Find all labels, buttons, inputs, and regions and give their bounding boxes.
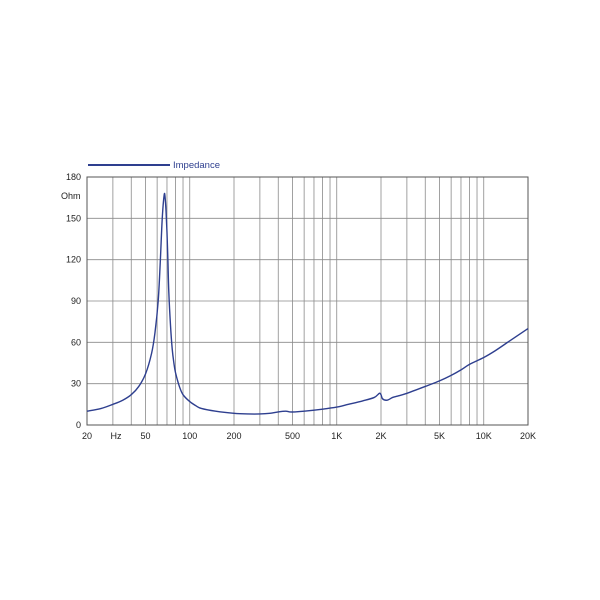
- y-tick-label: 120: [66, 255, 81, 265]
- x-tick-label: 500: [285, 431, 300, 441]
- y-tick-label: 30: [71, 379, 81, 389]
- x-tick-label: 200: [226, 431, 241, 441]
- grid-layer: [87, 177, 528, 425]
- x-tick-label: 50: [140, 431, 150, 441]
- y-tick-label: 150: [66, 213, 81, 223]
- x-axis-label: Hz: [111, 431, 122, 441]
- x-tick-label: 10K: [476, 431, 492, 441]
- x-tick-labels: 20 50 100 200 500 1K 2K 5K 10K 20K: [82, 431, 536, 441]
- x-tick-label: 5K: [434, 431, 445, 441]
- y-tick-label: 90: [71, 296, 81, 306]
- x-tick-label: 100: [182, 431, 197, 441]
- y-tick-label: 60: [71, 337, 81, 347]
- y-axis-label: Ohm: [61, 191, 81, 201]
- plot-frame: [86, 176, 529, 426]
- x-tick-label: 1K: [331, 431, 342, 441]
- y-tick-label: 0: [76, 420, 81, 430]
- x-tick-label: 20K: [520, 431, 536, 441]
- x-tick-label: 2K: [375, 431, 386, 441]
- series-line-impedance: [86, 192, 529, 415]
- legend-label-impedance: Impedance: [173, 160, 220, 171]
- legend: Impedance: [88, 160, 220, 171]
- y-tick-label: 180: [66, 172, 81, 182]
- x-tick-label: 20: [82, 431, 92, 441]
- y-tick-labels: 0 30 60 90 120 150 180: [66, 172, 81, 430]
- series-layer: [86, 192, 529, 415]
